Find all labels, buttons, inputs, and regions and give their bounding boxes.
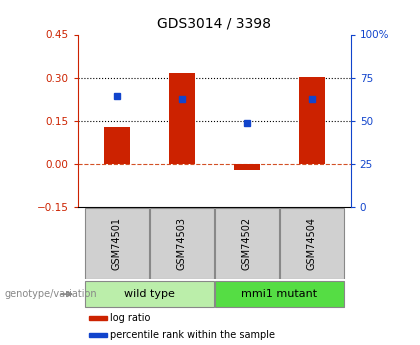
- Text: percentile rank within the sample: percentile rank within the sample: [110, 330, 275, 340]
- Bar: [280, 208, 344, 279]
- Text: GSM74502: GSM74502: [241, 217, 252, 270]
- Bar: [85, 281, 213, 307]
- Bar: [169, 73, 195, 164]
- Bar: [215, 208, 278, 279]
- Bar: [150, 208, 213, 279]
- Text: mmi1 mutant: mmi1 mutant: [241, 289, 317, 299]
- Bar: [89, 333, 107, 337]
- Text: genotype/variation: genotype/variation: [4, 289, 97, 299]
- Bar: [89, 316, 107, 320]
- Text: GSM74504: GSM74504: [307, 217, 317, 270]
- Text: wild type: wild type: [124, 289, 175, 299]
- Bar: [299, 77, 325, 164]
- Bar: [234, 164, 260, 170]
- Text: GSM74503: GSM74503: [177, 217, 187, 270]
- Bar: [104, 127, 130, 164]
- Text: GSM74501: GSM74501: [112, 217, 122, 270]
- Title: GDS3014 / 3398: GDS3014 / 3398: [157, 17, 271, 31]
- Text: log ratio: log ratio: [110, 313, 150, 323]
- Bar: [85, 208, 149, 279]
- Bar: [215, 281, 344, 307]
